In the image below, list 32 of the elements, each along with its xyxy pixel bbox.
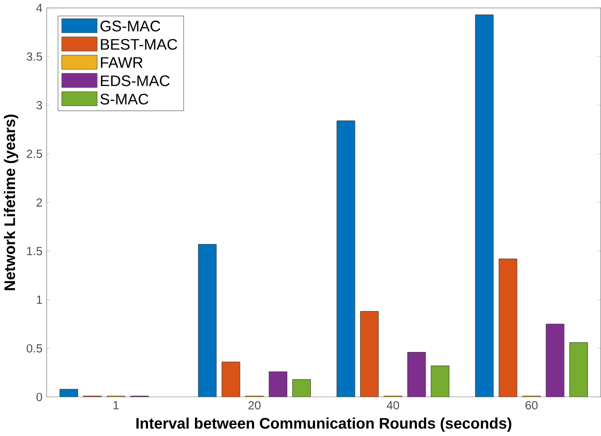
bar bbox=[407, 352, 426, 398]
x-tick-label: 60 bbox=[526, 401, 538, 410]
legend-label: FAWR bbox=[100, 57, 143, 68]
x-tick-label: 1 bbox=[114, 401, 119, 410]
y-tick-label: 0 bbox=[36, 393, 42, 402]
bar bbox=[222, 362, 240, 398]
bar bbox=[475, 14, 494, 398]
bar bbox=[60, 389, 78, 398]
bar bbox=[546, 324, 564, 398]
y-tick-label: 2.5 bbox=[26, 150, 42, 158]
legend-label: GS-MAC bbox=[100, 20, 160, 32]
bar bbox=[430, 366, 450, 398]
y-tick-label: 1.5 bbox=[27, 247, 42, 256]
y-axis-title: Network Lifetime (years) bbox=[4, 114, 18, 290]
bar bbox=[360, 311, 379, 398]
bar bbox=[498, 258, 518, 398]
legend-label: BEST-MAC bbox=[100, 39, 178, 50]
x-axis-title: Interval between Communication Rounds (seconds) bbox=[136, 418, 512, 432]
bar bbox=[569, 342, 588, 398]
legend-label: S-MAC bbox=[100, 94, 148, 105]
bar bbox=[268, 372, 288, 398]
x-tick-label: 20 bbox=[248, 401, 261, 410]
y-tick-label: 3 bbox=[36, 101, 42, 110]
y-tick-label: 2 bbox=[36, 198, 42, 207]
bar bbox=[198, 244, 217, 398]
legend-label: EDS-MAC bbox=[100, 76, 170, 86]
y-tick-label: 1 bbox=[36, 296, 42, 304]
y-tick-label: 0.5 bbox=[26, 344, 42, 353]
y-tick-label: 4 bbox=[36, 4, 42, 12]
bar bbox=[336, 120, 356, 398]
y-tick-label: 3.5 bbox=[26, 52, 42, 61]
x-tick-label: 40 bbox=[386, 401, 400, 410]
